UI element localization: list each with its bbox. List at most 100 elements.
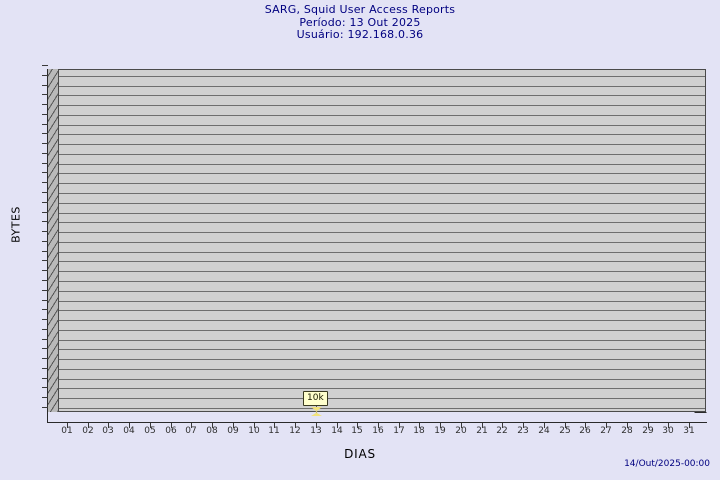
- gridline: [59, 330, 705, 331]
- x-axis-tick-mark: [274, 423, 275, 428]
- gridline: [59, 86, 705, 87]
- x-axis-tick-mark: [419, 423, 420, 428]
- x-axis-tick-mark: [585, 423, 586, 428]
- x-axis-tick-mark: [191, 423, 192, 428]
- x-axis-tick-label: 21: [476, 426, 488, 436]
- report-period: Período: 13 Out 2025: [299, 15, 421, 29]
- y-axis-tick-mark: [42, 231, 48, 232]
- x-axis-tick-label: 25: [559, 426, 571, 436]
- gridline: [59, 369, 705, 370]
- gridline: [59, 320, 705, 321]
- gridline: [59, 398, 705, 399]
- gridline: [59, 203, 705, 204]
- x-axis-tick-label: 16: [372, 426, 384, 436]
- x-axis-tick-label: 20: [455, 426, 467, 436]
- x-axis-tick-label: 13: [310, 426, 322, 436]
- x-axis-tick-mark: [461, 423, 462, 428]
- x-axis-tick-label: 03: [102, 426, 114, 436]
- x-axis-tick-mark: [316, 423, 317, 428]
- y-axis-label: BYTES: [9, 206, 23, 243]
- gridline: [59, 173, 705, 174]
- y-axis-tick-mark: [42, 397, 48, 398]
- x-axis-tick-label: 15: [351, 426, 363, 436]
- gridline: [59, 281, 705, 282]
- x-axis-tick-mark: [502, 423, 503, 428]
- x-axis-tick-label: 04: [123, 426, 135, 436]
- gridline: [59, 261, 705, 262]
- y-axis-tick-mark: [42, 143, 48, 144]
- x-axis-tick-label: 17: [393, 426, 405, 436]
- plot-3d-top-lid: [47, 58, 707, 69]
- y-axis-tick-mark: [42, 241, 48, 242]
- gridline: [59, 144, 705, 145]
- x-axis-tick-mark: [108, 423, 109, 428]
- x-axis-tick-label: 09: [227, 426, 239, 436]
- generated-timestamp: 14/Out/2025-00:00: [624, 459, 710, 469]
- plot-area: [47, 58, 707, 424]
- y-axis-tick-mark: [42, 300, 48, 301]
- gridline: [59, 301, 705, 302]
- y-axis-tick-mark: [42, 368, 48, 369]
- y-axis-tick-mark: [42, 192, 48, 193]
- y-axis-tick-mark: [42, 85, 48, 86]
- x-axis-tick-label: 24: [538, 426, 550, 436]
- data-point-marker[interactable]: [311, 407, 322, 416]
- y-axis-tick-mark: [42, 387, 48, 388]
- x-axis-tick-label: 06: [165, 426, 177, 436]
- y-axis-tick-mark: [42, 260, 48, 261]
- page-title: SARG, Squid User Access Reports: [264, 3, 456, 16]
- x-axis-tick-label: 29: [642, 426, 654, 436]
- x-axis-tick-mark: [440, 423, 441, 428]
- y-axis-tick-mark: [42, 124, 48, 125]
- gridline: [59, 232, 705, 233]
- x-axis-tick-label: 28: [621, 426, 633, 436]
- gridline: [59, 222, 705, 223]
- gridline: [59, 379, 705, 380]
- y-axis-tick-mark: [42, 290, 48, 291]
- x-axis-tick-mark: [357, 423, 358, 428]
- y-axis-tick-mark: [42, 133, 48, 134]
- y-axis-tick-mark: [42, 378, 48, 379]
- chart-title-block: SARG, Squid User Access Reports Período:…: [0, 3, 720, 42]
- x-axis-tick-mark: [606, 423, 607, 428]
- x-axis-tick-label: 23: [517, 426, 529, 436]
- y-axis-tick-mark: [42, 202, 48, 203]
- x-axis-tick-label: 31: [683, 426, 695, 436]
- x-axis-tick-label: 26: [579, 426, 591, 436]
- x-axis-tick-mark: [129, 423, 130, 428]
- x-axis-tick-mark: [689, 423, 690, 428]
- gridline: [59, 252, 705, 253]
- gridline: [59, 193, 705, 194]
- x-axis-tick-mark: [212, 423, 213, 428]
- y-axis-tick-mark: [42, 75, 48, 76]
- y-axis-tick-mark: [42, 153, 48, 154]
- gridline: [59, 291, 705, 292]
- x-axis-tick-mark: [295, 423, 296, 428]
- gridline: [59, 183, 705, 184]
- x-axis-tick-mark: [233, 423, 234, 428]
- y-axis-tick-mark: [42, 163, 48, 164]
- x-axis-tick-label: 10: [248, 426, 260, 436]
- gridline: [59, 105, 705, 106]
- report-user: Usuário: 192.168.0.36: [296, 28, 424, 42]
- x-axis-tick-label: 18: [413, 426, 425, 436]
- gridline: [59, 340, 705, 341]
- gridline: [59, 154, 705, 155]
- gridline: [59, 213, 705, 214]
- gridline: [59, 164, 705, 165]
- x-axis-tick-mark: [88, 423, 89, 428]
- x-axis-tick-label: 08: [206, 426, 218, 436]
- x-axis-tick-label: 27: [600, 426, 612, 436]
- x-axis-tick-label: 22: [496, 426, 508, 436]
- y-axis-tick-mark: [42, 114, 48, 115]
- x-axis-tick-label: 02: [82, 426, 94, 436]
- x-axis-tick-mark: [565, 423, 566, 428]
- y-axis-tick-mark: [42, 94, 48, 95]
- gridline: [59, 388, 705, 389]
- y-axis-tick-mark: [42, 270, 48, 271]
- x-axis-tick-mark: [648, 423, 649, 428]
- y-axis-tick-mark: [42, 329, 48, 330]
- data-point-callout[interactable]: 10k: [303, 391, 328, 406]
- x-axis-line: [47, 422, 707, 423]
